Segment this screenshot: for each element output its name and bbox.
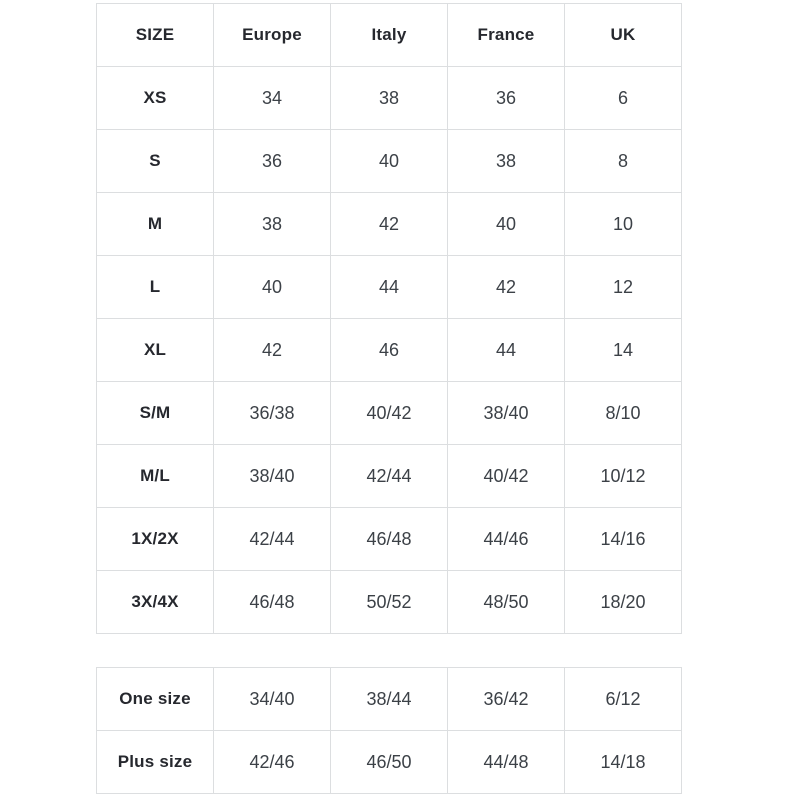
size-label-cell: S bbox=[96, 129, 214, 193]
size-label-cell: S/M bbox=[96, 381, 214, 445]
header-cell-size: SIZE bbox=[96, 3, 214, 67]
value-cell: 10 bbox=[564, 192, 682, 256]
size-label-cell: Plus size bbox=[96, 730, 214, 794]
value-cell: 14/18 bbox=[564, 730, 682, 794]
value-cell: 46/48 bbox=[330, 507, 448, 571]
value-cell: 38/40 bbox=[447, 381, 565, 445]
value-cell: 38 bbox=[447, 129, 565, 193]
value-cell: 46 bbox=[330, 318, 448, 382]
value-cell: 38/44 bbox=[330, 667, 448, 731]
value-cell: 48/50 bbox=[447, 570, 565, 634]
value-cell: 38/40 bbox=[213, 444, 331, 508]
value-cell: 46/50 bbox=[330, 730, 448, 794]
size-label-cell: 1X/2X bbox=[96, 507, 214, 571]
table-row: Plus size 42/46 46/50 44/48 14/18 bbox=[96, 730, 682, 794]
table-row: S 36 40 38 8 bbox=[96, 129, 682, 193]
header-cell-europe: Europe bbox=[213, 3, 331, 67]
table-row: 3X/4X 46/48 50/52 48/50 18/20 bbox=[96, 570, 682, 634]
value-cell: 40 bbox=[330, 129, 448, 193]
header-cell-italy: Italy bbox=[330, 3, 448, 67]
special-sizes-table: One size 34/40 38/44 36/42 6/12 Plus size 42/4… bbox=[96, 667, 682, 794]
table-row: XS 34 38 36 6 bbox=[96, 66, 682, 130]
size-label-cell: M/L bbox=[96, 444, 214, 508]
value-cell: 10/12 bbox=[564, 444, 682, 508]
value-cell: 38 bbox=[213, 192, 331, 256]
value-cell: 8 bbox=[564, 129, 682, 193]
value-cell: 42/46 bbox=[213, 730, 331, 794]
value-cell: 6/12 bbox=[564, 667, 682, 731]
value-cell: 50/52 bbox=[330, 570, 448, 634]
value-cell: 42/44 bbox=[330, 444, 448, 508]
value-cell: 42 bbox=[330, 192, 448, 256]
table-row: XL 42 46 44 14 bbox=[96, 318, 682, 382]
table-row: M 38 42 40 10 bbox=[96, 192, 682, 256]
size-label-cell: XL bbox=[96, 318, 214, 382]
value-cell: 42 bbox=[447, 255, 565, 319]
table-row: L 40 44 42 12 bbox=[96, 255, 682, 319]
value-cell: 18/20 bbox=[564, 570, 682, 634]
value-cell: 36 bbox=[447, 66, 565, 130]
header-row: SIZE Europe Italy France UK bbox=[96, 3, 682, 67]
value-cell: 42 bbox=[213, 318, 331, 382]
value-cell: 40/42 bbox=[447, 444, 565, 508]
value-cell: 8/10 bbox=[564, 381, 682, 445]
table-row: 1X/2X 42/44 46/48 44/46 14/16 bbox=[96, 507, 682, 571]
size-chart: SIZE Europe Italy France UK XS 34 38 36 6 S 36 40 38… bbox=[96, 3, 682, 794]
value-cell: 42/44 bbox=[213, 507, 331, 571]
value-cell: 40 bbox=[213, 255, 331, 319]
size-label-cell: XS bbox=[96, 66, 214, 130]
value-cell: 46/48 bbox=[213, 570, 331, 634]
value-cell: 14/16 bbox=[564, 507, 682, 571]
value-cell: 40/42 bbox=[330, 381, 448, 445]
size-label-cell: M bbox=[96, 192, 214, 256]
table-row: M/L 38/40 42/44 40/42 10/12 bbox=[96, 444, 682, 508]
value-cell: 44/48 bbox=[447, 730, 565, 794]
table-row: S/M 36/38 40/42 38/40 8/10 bbox=[96, 381, 682, 445]
value-cell: 38 bbox=[330, 66, 448, 130]
value-cell: 36/38 bbox=[213, 381, 331, 445]
header-cell-france: France bbox=[447, 3, 565, 67]
size-label-cell: One size bbox=[96, 667, 214, 731]
size-conversion-table: SIZE Europe Italy France UK XS 34 38 36 6 S 36 40 38… bbox=[96, 3, 682, 634]
value-cell: 40 bbox=[447, 192, 565, 256]
value-cell: 12 bbox=[564, 255, 682, 319]
value-cell: 34 bbox=[213, 66, 331, 130]
value-cell: 14 bbox=[564, 318, 682, 382]
value-cell: 44 bbox=[447, 318, 565, 382]
value-cell: 36 bbox=[213, 129, 331, 193]
table-row: One size 34/40 38/44 36/42 6/12 bbox=[96, 667, 682, 731]
value-cell: 34/40 bbox=[213, 667, 331, 731]
size-label-cell: L bbox=[96, 255, 214, 319]
size-label-cell: 3X/4X bbox=[96, 570, 214, 634]
value-cell: 44 bbox=[330, 255, 448, 319]
header-cell-uk: UK bbox=[564, 3, 682, 67]
value-cell: 36/42 bbox=[447, 667, 565, 731]
value-cell: 6 bbox=[564, 66, 682, 130]
value-cell: 44/46 bbox=[447, 507, 565, 571]
table-gap bbox=[96, 634, 682, 667]
